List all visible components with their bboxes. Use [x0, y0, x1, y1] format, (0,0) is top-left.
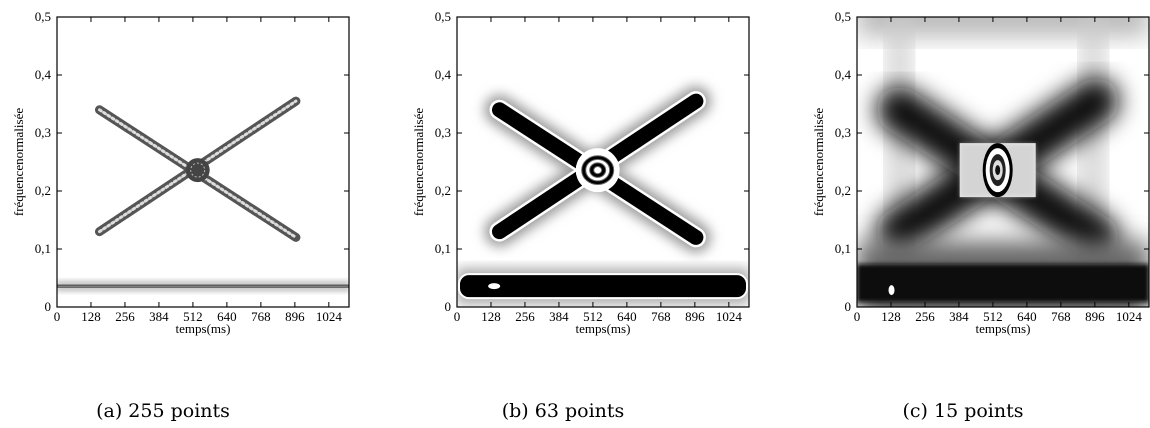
spectrogram-image	[57, 17, 349, 307]
panel: 0 0,1 0,2 0,3 0,4 0,5 0 128 256 384 512 640 768 896 10…	[811, 9, 1150, 336]
x-axis-label: temps(ms)	[576, 321, 631, 336]
x-tick-label: 768	[651, 309, 671, 324]
y-tick-label: 0,1	[35, 241, 51, 256]
x-tick-label: 1024	[716, 309, 743, 324]
x-tick-label: 896	[285, 309, 305, 324]
axes-frame	[856, 16, 1150, 308]
y-tick-label: 0,1	[435, 241, 451, 256]
center-blob	[185, 158, 210, 183]
bottom-band	[458, 273, 748, 300]
axes-frame	[56, 16, 350, 308]
y-tick-label: 0,2	[35, 183, 51, 198]
x-tick-label: 384	[949, 309, 969, 324]
x-tick-label: 640	[617, 309, 637, 324]
caption: (a) 255 points	[96, 400, 230, 422]
center-ring	[593, 166, 603, 175]
spectrogram-image	[857, 17, 1149, 307]
x-tick-label: 128	[81, 309, 101, 324]
x-tick-label: 1024	[1116, 309, 1143, 324]
x-tick-label: 128	[881, 309, 901, 324]
y-tick-label: 0,4	[435, 67, 452, 82]
bottom-band	[857, 264, 1149, 303]
x-tick-label: 0	[454, 309, 461, 324]
x-tick-label: 512	[183, 309, 203, 324]
y-tick-label: 0,5	[835, 9, 851, 24]
bottom-spot	[888, 285, 895, 296]
x-tick-label: 0	[854, 309, 861, 324]
x-tick-label: 768	[1051, 309, 1071, 324]
x-tick-label: 0	[54, 309, 61, 324]
center-ring	[995, 165, 1001, 176]
y-tick-label: 0,3	[35, 125, 51, 140]
panel: 0 0,1 0,2 0,3 0,4 0,5 0 128 256 384 512 640 768 896 10…	[411, 9, 750, 336]
y-tick-label: 0,2	[835, 183, 851, 198]
y-tick-label: 0	[445, 299, 452, 314]
y-tick-label: 0,3	[435, 125, 451, 140]
x-axis-label: temps(ms)	[176, 321, 231, 336]
x-tick-label: 256	[915, 309, 935, 324]
spectrogram-image	[457, 17, 749, 307]
x-tick-label: 640	[1017, 309, 1036, 324]
y-tick-label: 0,4	[35, 67, 52, 82]
x-tick-label: 1024	[316, 309, 343, 324]
bottom-spot	[488, 283, 501, 290]
axes-frame	[456, 16, 750, 308]
x-tick-label: 384	[549, 309, 569, 324]
caption: (b) 63 points	[502, 400, 625, 422]
x-tick-label: 256	[115, 309, 135, 324]
panel: 0 0,1 0,2 0,3 0,4 0,5 0 128 256 384 512 640 768 896 10…	[11, 9, 350, 336]
y-axis-label: fréquencenormalisée	[411, 108, 426, 217]
x-tick-label: 640	[217, 309, 237, 324]
y-tick-label: 0,1	[835, 241, 851, 256]
center-ring	[190, 162, 206, 178]
y-tick-label: 0,4	[835, 67, 852, 82]
x-tick-label: 256	[515, 309, 535, 324]
x-tick-label: 512	[583, 309, 603, 324]
caption: (c) 15 points	[902, 400, 1023, 422]
y-axis-label: fréquencenormalisée	[811, 108, 826, 217]
x-tick-label: 896	[685, 309, 705, 324]
y-tick-label: 0,2	[435, 183, 451, 198]
x-tick-label: 512	[983, 309, 1003, 324]
top-shade	[857, 17, 1149, 37]
x-tick-label: 768	[251, 309, 270, 324]
y-tick-label: 0,3	[835, 125, 851, 140]
y-tick-label: 0,5	[435, 9, 451, 24]
x-axis-label: temps(ms)	[976, 321, 1031, 336]
x-tick-label: 128	[481, 309, 501, 324]
x-tick-label: 896	[1085, 309, 1105, 324]
x-tick-label: 384	[149, 309, 169, 324]
y-tick-label: 0	[845, 299, 852, 314]
y-tick-label: 0	[45, 299, 52, 314]
y-axis-label: fréquencenormalisée	[11, 108, 26, 217]
y-tick-label: 0,5	[35, 9, 51, 24]
